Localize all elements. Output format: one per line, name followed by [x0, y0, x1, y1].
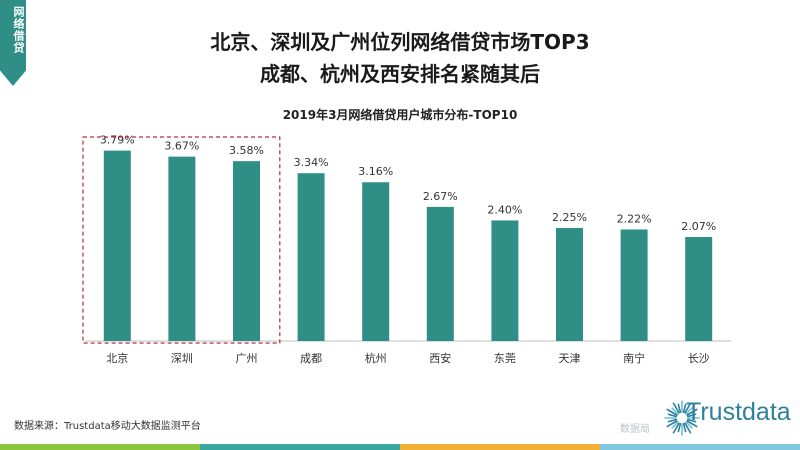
bar-0	[103, 150, 131, 341]
bar-1	[168, 156, 196, 341]
category-label-0: 北京	[106, 351, 128, 365]
data-source: 数据来源：Trustdata移动大数据监测平台	[14, 421, 201, 432]
category-label-1: 深圳	[171, 352, 193, 365]
category-label-3: 成都	[300, 352, 322, 365]
value-label-5: 2.67%	[423, 190, 458, 203]
value-label-3: 3.34%	[294, 156, 329, 169]
value-label-0: 3.79%	[100, 134, 135, 147]
top3-highlight-box	[82, 136, 281, 344]
footer-stripe	[0, 444, 800, 450]
bar-8	[620, 229, 648, 341]
stripe-segment-2	[400, 444, 600, 450]
category-label-5: 西安	[429, 351, 451, 365]
bar-2	[233, 161, 260, 341]
category-label-9: 长沙	[688, 352, 710, 365]
value-label-7: 2.25%	[552, 211, 587, 224]
page-title: 北京、深圳及广州位列网络借贷市场TOP3	[210, 30, 590, 54]
category-label-4: 杭州	[365, 351, 387, 365]
bar-5	[426, 206, 454, 341]
bar-3	[297, 173, 325, 341]
bar-4	[362, 182, 390, 341]
stripe-segment-0	[0, 444, 200, 450]
section-tag-label: 网络借贷	[12, 6, 25, 54]
category-label-7: 天津	[559, 352, 581, 365]
logo-text: Trustdata	[686, 398, 791, 426]
value-label-6: 2.40%	[487, 203, 522, 216]
category-label-6: 东莞	[494, 352, 516, 365]
bar-7	[556, 227, 583, 341]
bar-6	[491, 220, 519, 341]
value-label-2: 3.58%	[229, 144, 264, 157]
bar-9	[685, 237, 713, 341]
category-label-2: 广州	[236, 352, 258, 365]
value-label-4: 3.16%	[358, 165, 393, 178]
watermark-text: 数据局	[620, 424, 650, 435]
value-label-1: 3.67%	[164, 140, 199, 153]
stripe-segment-1	[200, 444, 400, 450]
chart-title: 2019年3月网络借贷用户城市分布-TOP10	[282, 108, 518, 122]
category-label-8: 南宁	[623, 351, 645, 365]
stripe-segment-3	[600, 444, 800, 450]
page-subtitle: 成都、杭州及西安排名紧随其后	[260, 62, 540, 86]
value-label-8: 2.22%	[617, 212, 652, 225]
trustdata-logo-icon	[664, 400, 700, 436]
value-label-9: 2.07%	[681, 220, 716, 233]
section-tag	[0, 0, 26, 86]
bar-chart: 3.79% 北京 3.67% 深圳 3.58% 广州 3.34% 成都 3.16% 杭州 2.67%…	[82, 134, 731, 365]
